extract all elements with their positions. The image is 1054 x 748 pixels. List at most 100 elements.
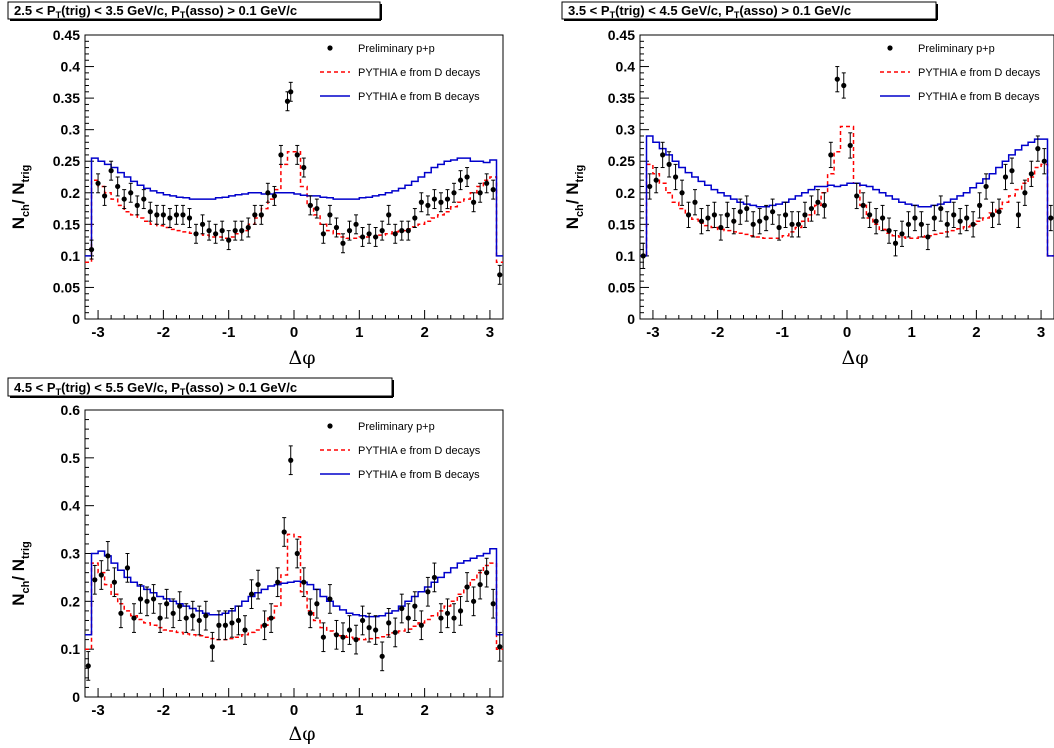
data-point <box>265 190 271 196</box>
data-point <box>386 212 392 218</box>
data-point <box>333 632 340 638</box>
x-tick-label: -2 <box>157 702 170 719</box>
chart-title-part: (asso) > 0.1 GeV/c <box>185 380 297 395</box>
data-point <box>698 218 705 224</box>
data-point <box>392 231 398 237</box>
y-tick-label: 0 <box>72 689 80 705</box>
data-point <box>294 550 300 557</box>
data-point <box>180 212 186 218</box>
data-point <box>731 218 737 224</box>
data-point <box>288 457 294 463</box>
data-point <box>239 228 245 234</box>
y-axis-label-subscript: ch <box>20 580 32 593</box>
data-point <box>333 224 340 231</box>
data-point <box>118 610 124 616</box>
data-point <box>996 209 1002 215</box>
legend-marker-points <box>327 423 333 429</box>
data-point <box>206 228 212 234</box>
data-point <box>951 212 957 218</box>
data-point <box>137 596 144 602</box>
chart-title-part: (asso) > 0.1 GeV/c <box>739 3 851 18</box>
y-tick-label: 0.1 <box>61 641 81 657</box>
data-point <box>744 205 750 212</box>
data-point <box>353 637 359 643</box>
chart-panel-2: 3.5 < PT(trig) < 4.5 GeV/c, PT(asso) > 0… <box>561 1 1054 369</box>
data-point <box>899 231 905 237</box>
y-axis-label-subscript: trig <box>20 541 32 559</box>
data-point <box>213 231 219 237</box>
data-point <box>301 164 307 171</box>
data-point <box>222 622 229 628</box>
data-point <box>471 598 477 604</box>
y-tick-label: 0.3 <box>61 122 81 138</box>
data-point <box>867 212 873 218</box>
chart-title-part: 2.5 < P <box>14 3 56 18</box>
y-tick-label: 0.4 <box>616 59 636 75</box>
y-tick-label: 0.25 <box>53 153 80 169</box>
y-tick-label: 0.3 <box>616 122 636 138</box>
data-point <box>284 98 291 104</box>
data-point <box>124 565 131 571</box>
legend-label: Preliminary p+p <box>358 421 435 433</box>
chart-title: 4.5 < PT(trig) < 5.5 GeV/c, PT(asso) > 0… <box>14 380 297 397</box>
series-line-pythia-d <box>85 151 503 263</box>
data-point <box>199 221 206 227</box>
data-point <box>190 613 196 619</box>
data-point <box>232 228 238 234</box>
data-point <box>379 653 385 659</box>
x-axis-label: Δφ <box>288 723 315 745</box>
x-tick-label: -3 <box>91 324 104 341</box>
y-tick-label: 0.6 <box>61 402 81 418</box>
x-tick-label: -2 <box>711 324 724 341</box>
data-point <box>873 218 879 224</box>
data-point <box>392 629 398 636</box>
data-point <box>320 231 326 237</box>
data-point <box>763 215 769 221</box>
y-tick-label: 0.4 <box>61 498 81 514</box>
series-line-pythia-b <box>640 135 1054 257</box>
x-tick-label: 2 <box>972 324 980 341</box>
series-line-pythia-d <box>640 125 1054 257</box>
y-tick-label: 0.05 <box>53 279 80 295</box>
y-axis-label-part: N <box>563 217 582 229</box>
data-point <box>405 228 411 234</box>
y-axis-label-part: N <box>9 217 28 229</box>
chart-title-subscript: T <box>734 10 740 20</box>
x-tick-label: -3 <box>646 324 659 341</box>
y-tick-label: 0.05 <box>608 279 635 295</box>
data-point <box>425 589 431 595</box>
data-point <box>359 234 366 240</box>
data-point <box>854 193 860 199</box>
data-point <box>405 615 411 621</box>
data-point <box>834 76 840 82</box>
data-point <box>150 596 157 602</box>
y-axis-label-subscript: ch <box>574 204 586 217</box>
data-point <box>490 187 496 193</box>
data-point <box>258 212 264 218</box>
x-tick-label: 3 <box>486 324 494 341</box>
data-point <box>216 622 222 628</box>
data-point <box>789 221 795 227</box>
chart-title: 3.5 < PT(trig) < 4.5 GeV/c, PT(asso) > 0… <box>568 3 851 20</box>
data-point <box>399 605 405 612</box>
series-line-pythia-b <box>85 157 503 257</box>
data-point <box>815 199 821 205</box>
x-tick-label: -3 <box>91 702 104 719</box>
data-point <box>418 199 424 205</box>
data-point <box>235 617 242 624</box>
data-point <box>425 202 431 208</box>
data-point <box>88 246 95 253</box>
data-point <box>340 634 346 640</box>
x-axis-label: Δφ <box>288 347 315 369</box>
legend-label: PYTHIA e from D decays <box>358 445 481 457</box>
data-point <box>320 634 326 640</box>
data-point <box>737 209 743 215</box>
y-axis-label: Nch/ Ntrig <box>563 165 586 230</box>
y-tick-label: 0.45 <box>608 27 635 43</box>
legend-marker-points <box>887 45 893 51</box>
y-tick-label: 0.2 <box>61 185 81 201</box>
data-point <box>379 228 385 234</box>
data-point <box>647 183 653 190</box>
x-tick-label: 0 <box>290 702 298 719</box>
data-point <box>653 177 659 183</box>
